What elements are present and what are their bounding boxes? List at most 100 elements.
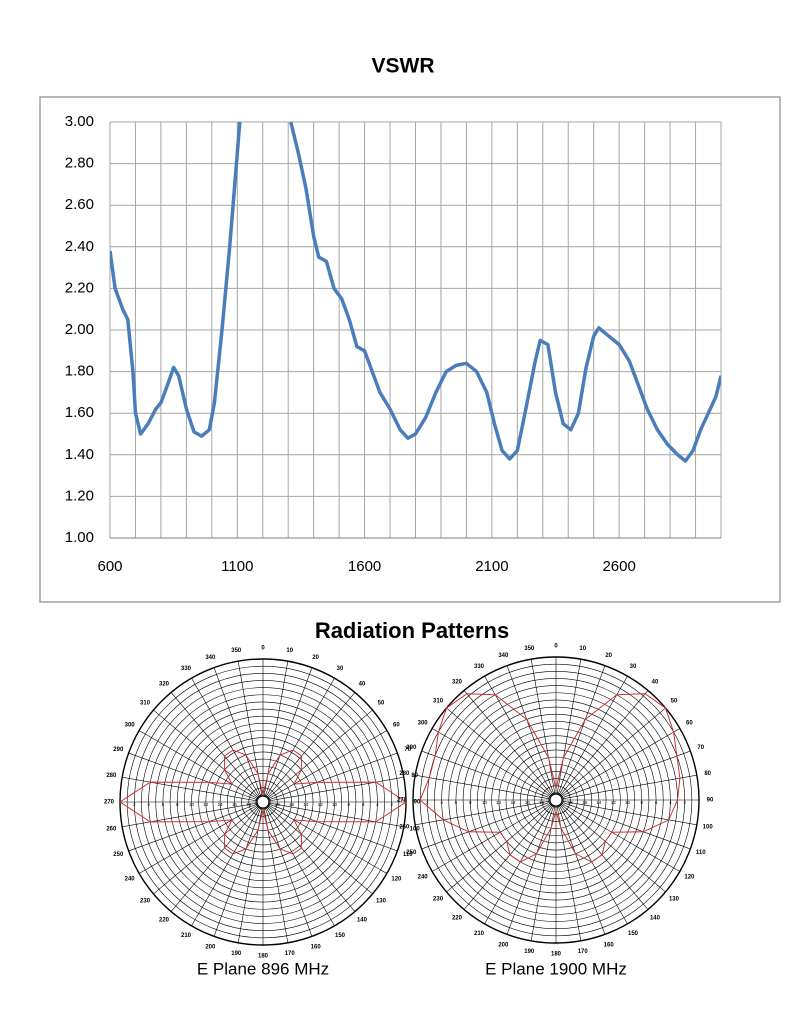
angle-label: 280 xyxy=(106,773,117,779)
angle-label: 70 xyxy=(404,747,411,753)
angle-label: 50 xyxy=(671,699,678,705)
angle-label: 250 xyxy=(113,852,124,858)
spoke xyxy=(268,802,404,828)
spoke xyxy=(484,805,554,924)
angle-label: 50 xyxy=(378,701,385,707)
spoke xyxy=(122,776,258,802)
spoke xyxy=(560,707,666,797)
spoke xyxy=(268,803,398,852)
r-tick-label: 10 xyxy=(482,800,488,805)
angle-label: 10 xyxy=(579,646,586,652)
y-tick-label: 1.40 xyxy=(65,446,94,463)
angle-label: 210 xyxy=(181,933,192,939)
angle-label: 330 xyxy=(474,664,485,670)
spoke xyxy=(266,692,356,798)
spoke xyxy=(268,776,404,802)
angle-label: 280 xyxy=(399,771,410,777)
angle-label: 110 xyxy=(696,850,706,856)
y-tick-label: 2.40 xyxy=(65,238,94,255)
spoke xyxy=(557,665,606,795)
r-tick-label: 18 xyxy=(539,800,545,805)
spoke xyxy=(463,804,553,910)
angle-label: 200 xyxy=(205,944,216,950)
angle-label: 10 xyxy=(286,648,293,654)
spoke xyxy=(268,730,387,800)
x-tick-label: 1100 xyxy=(221,558,253,575)
angle-label: 0 xyxy=(554,644,558,650)
spoke xyxy=(463,690,553,796)
r-tick-label: 10 xyxy=(189,802,195,807)
spoke xyxy=(213,667,262,797)
angle-label: 150 xyxy=(628,931,639,937)
r-tick-label: 10 xyxy=(332,802,338,807)
r-tick-label: 4 xyxy=(147,802,150,807)
r-tick-label: 8 xyxy=(176,802,179,807)
spoke xyxy=(561,750,691,799)
spoke xyxy=(446,803,552,893)
spoke xyxy=(128,752,258,801)
r-tick-label: 8 xyxy=(641,800,644,805)
angle-label: 300 xyxy=(418,721,429,727)
spoke xyxy=(191,807,261,926)
spoke xyxy=(265,807,335,926)
angle-label: 60 xyxy=(393,723,400,729)
r-tick-label: 14 xyxy=(596,800,602,805)
angle-label: 340 xyxy=(205,655,216,661)
x-tick-label: 600 xyxy=(97,558,122,575)
angle-label: 130 xyxy=(669,897,680,903)
y-tick-label: 3.00 xyxy=(65,113,94,130)
r-tick-label: 16 xyxy=(582,800,588,805)
angle-label: 250 xyxy=(406,850,417,856)
angle-label: 350 xyxy=(524,646,535,652)
angle-label: 290 xyxy=(406,745,417,751)
spoke xyxy=(265,678,335,797)
spoke xyxy=(153,805,259,895)
angle-label: 180 xyxy=(551,952,562,958)
angle-label: 290 xyxy=(113,747,124,753)
angle-label: 220 xyxy=(452,916,463,922)
chart-title: E Plane 1900 MHz xyxy=(485,959,627,978)
angle-label: 190 xyxy=(524,949,535,955)
spoke xyxy=(415,774,551,800)
r-tick-label: 6 xyxy=(455,800,458,805)
angle-label: 320 xyxy=(452,680,463,686)
r-tick-label: 14 xyxy=(218,802,224,807)
angle-label: 80 xyxy=(704,771,711,777)
spoke xyxy=(558,676,628,795)
angle-label: 130 xyxy=(376,899,387,905)
y-tick-label: 2.60 xyxy=(65,196,94,213)
spoke xyxy=(267,805,373,895)
spoke xyxy=(191,678,261,797)
angle-label: 310 xyxy=(140,701,151,707)
angle-label: 40 xyxy=(359,682,366,688)
angle-label: 70 xyxy=(697,745,704,751)
spoke xyxy=(170,806,260,912)
r-tick-label: 6 xyxy=(162,802,165,807)
spoke xyxy=(267,709,373,799)
y-tick-label: 1.00 xyxy=(65,529,94,546)
angle-label: 100 xyxy=(703,824,714,830)
x-tick-label: 1600 xyxy=(348,558,381,575)
spoke xyxy=(139,730,258,800)
r-tick-label: 2 xyxy=(390,802,393,807)
angle-label: 230 xyxy=(433,897,444,903)
r-tick-label: 2 xyxy=(683,800,686,805)
y-tick-label: 2.20 xyxy=(65,279,94,296)
angle-label: 120 xyxy=(391,877,402,883)
angle-label: 200 xyxy=(498,942,509,948)
angle-label: 140 xyxy=(357,918,368,924)
spoke xyxy=(421,801,551,850)
spoke xyxy=(268,804,387,874)
angle-label: 100 xyxy=(410,826,421,832)
r-tick-label: 12 xyxy=(496,800,502,805)
r-tick-label: 12 xyxy=(611,800,617,805)
angle-label: 60 xyxy=(686,721,693,727)
spoke xyxy=(556,659,582,795)
angle-label: 90 xyxy=(707,798,714,804)
angle-label: 90 xyxy=(414,800,421,806)
chart-title: E Plane 896 MHz xyxy=(197,959,329,978)
spoke xyxy=(264,807,313,937)
r-tick-label: 14 xyxy=(303,802,309,807)
angle-label: 20 xyxy=(312,655,319,661)
spoke xyxy=(561,802,680,872)
